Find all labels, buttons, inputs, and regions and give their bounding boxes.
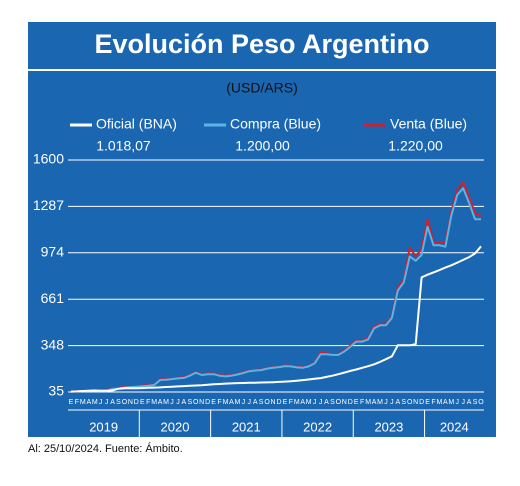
- x-tick-label: M: [223, 399, 229, 406]
- x-tick-label: M: [448, 399, 454, 406]
- x-tick-label: A: [324, 399, 329, 406]
- chart-title: Evolución Peso Argentino: [94, 29, 429, 59]
- y-tick-label: 974: [41, 244, 65, 260]
- x-tick-label: A: [158, 399, 163, 406]
- x-tick-label: O: [122, 399, 128, 406]
- x-tick-label: E: [211, 399, 216, 406]
- x-tick-label: F: [146, 399, 150, 406]
- x-tick-label: N: [199, 399, 204, 406]
- x-tick-label: J: [313, 399, 317, 406]
- x-tick-label: F: [431, 399, 435, 406]
- x-tick-label: M: [365, 399, 371, 406]
- x-tick-label: F: [289, 399, 293, 406]
- x-tick-label: J: [384, 399, 388, 406]
- legend-value: 1.220,00: [388, 138, 443, 154]
- x-tick-label: A: [443, 399, 448, 406]
- x-tick-label: O: [193, 399, 199, 406]
- x-tick-label: J: [248, 399, 252, 406]
- x-tick-label: D: [134, 399, 139, 406]
- x-tick-label: A: [467, 399, 472, 406]
- x-tick-label: O: [336, 399, 342, 406]
- year-label: 2023: [374, 419, 403, 434]
- x-tick-label: J: [105, 399, 109, 406]
- year-label: 2021: [232, 419, 261, 434]
- y-tick-label: 35: [48, 383, 64, 399]
- x-tick-label: M: [92, 399, 98, 406]
- legend-value: 1.200,00: [235, 138, 290, 154]
- x-tick-label: A: [253, 399, 258, 406]
- x-tick-label: A: [395, 399, 400, 406]
- year-label: 2022: [303, 419, 332, 434]
- x-tick-label: O: [478, 399, 484, 406]
- x-tick-label: N: [342, 399, 347, 406]
- x-tick-label: F: [75, 399, 79, 406]
- x-tick-label: J: [176, 399, 180, 406]
- x-tick-label: A: [182, 399, 187, 406]
- x-tick-label: J: [319, 399, 323, 406]
- y-tick-label: 348: [41, 336, 65, 352]
- series-line: [70, 245, 482, 393]
- x-tick-label: S: [330, 399, 335, 406]
- x-tick-label: J: [390, 399, 394, 406]
- x-tick-label: S: [187, 399, 192, 406]
- x-tick-label: M: [306, 399, 312, 406]
- x-tick-label: E: [69, 399, 74, 406]
- x-tick-label: E: [283, 399, 288, 406]
- x-tick-label: D: [276, 399, 281, 406]
- x-tick-label: J: [242, 399, 246, 406]
- x-tick-label: S: [473, 399, 478, 406]
- chart-subtitle: (USD/ARS): [226, 80, 298, 96]
- x-tick-label: F: [360, 399, 364, 406]
- y-tick-label: 661: [41, 290, 65, 306]
- x-tick-label: J: [170, 399, 174, 406]
- x-tick-label: N: [128, 399, 133, 406]
- x-tick-label: N: [270, 399, 275, 406]
- series-line: [70, 187, 481, 393]
- x-tick-label: O: [407, 399, 413, 406]
- x-tick-label: D: [348, 399, 353, 406]
- x-tick-label: M: [163, 399, 169, 406]
- x-tick-label: D: [205, 399, 210, 406]
- year-label: 2024: [440, 419, 469, 434]
- x-tick-label: M: [80, 399, 86, 406]
- legend-label: Compra (Blue): [230, 116, 321, 132]
- x-tick-label: N: [413, 399, 418, 406]
- x-tick-label: M: [437, 399, 443, 406]
- legend-label: Venta (Blue): [390, 116, 467, 132]
- x-tick-label: E: [425, 399, 430, 406]
- x-tick-label: E: [354, 399, 359, 406]
- x-tick-label: M: [294, 399, 300, 406]
- x-tick-label: A: [86, 399, 91, 406]
- x-tick-label: E: [140, 399, 145, 406]
- x-tick-label: J: [456, 399, 460, 406]
- x-tick-label: A: [300, 399, 305, 406]
- x-tick-label: S: [259, 399, 264, 406]
- x-tick-label: S: [116, 399, 121, 406]
- legend-value: 1.018,07: [96, 138, 151, 154]
- x-tick-label: S: [401, 399, 406, 406]
- x-tick-label: A: [372, 399, 377, 406]
- legend-label: Oficial (BNA): [96, 116, 177, 132]
- x-tick-label: A: [229, 399, 234, 406]
- x-tick-label: M: [151, 399, 157, 406]
- x-tick-label: A: [110, 399, 115, 406]
- x-tick-label: J: [461, 399, 465, 406]
- x-tick-label: M: [377, 399, 383, 406]
- x-tick-label: J: [99, 399, 103, 406]
- x-tick-label: M: [234, 399, 240, 406]
- panel: [28, 22, 496, 437]
- x-tick-label: F: [217, 399, 221, 406]
- x-tick-label: O: [264, 399, 270, 406]
- year-label: 2019: [89, 419, 118, 434]
- x-tick-label: D: [419, 399, 424, 406]
- footnote: Al: 25/10/2024. Fuente: Ámbito.: [28, 442, 183, 455]
- y-tick-label: 1287: [33, 197, 64, 213]
- year-label: 2020: [161, 419, 190, 434]
- y-tick-label: 1600: [33, 151, 64, 167]
